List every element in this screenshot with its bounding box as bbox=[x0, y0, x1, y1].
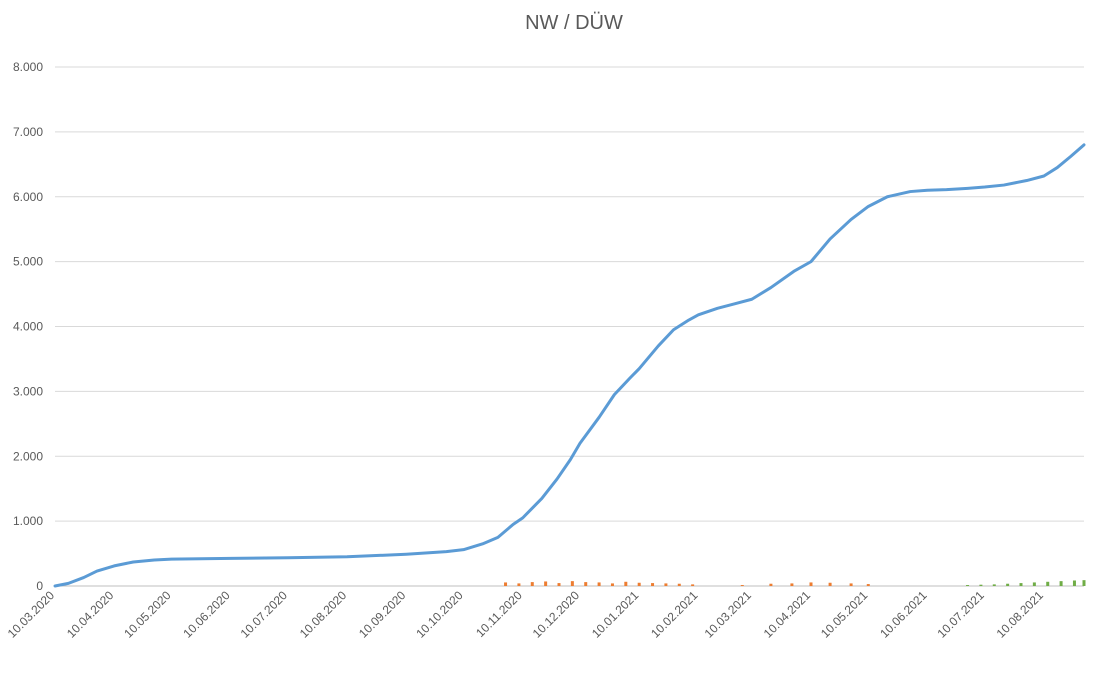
x-tick-label: 10.09.2020 bbox=[356, 588, 409, 641]
bar-mark bbox=[570, 581, 574, 586]
bar-mark bbox=[1082, 580, 1086, 586]
x-tick-label: 10.12.2020 bbox=[530, 588, 583, 641]
x-tick-label: 10.07.2020 bbox=[238, 588, 291, 641]
bar-mark bbox=[849, 583, 853, 586]
x-tick-label: 10.05.2021 bbox=[818, 588, 871, 641]
bar-mark bbox=[828, 582, 832, 586]
x-tick-label: 10.04.2020 bbox=[64, 588, 117, 641]
bar-mark bbox=[1059, 581, 1063, 586]
bar-mark bbox=[1046, 581, 1050, 586]
bar-mark bbox=[557, 583, 561, 586]
y-tick-label: 3.000 bbox=[13, 384, 43, 398]
x-tick-label: 10.08.2021 bbox=[994, 588, 1047, 641]
x-tick-label: 10.05.2020 bbox=[121, 588, 174, 641]
x-tick-label: 10.08.2020 bbox=[297, 588, 350, 641]
bar-mark bbox=[677, 583, 681, 586]
bar-mark bbox=[992, 584, 996, 586]
x-tick-label: 10.03.2020 bbox=[5, 588, 58, 641]
y-tick-label: 0 bbox=[36, 579, 43, 593]
series-line bbox=[53, 143, 1086, 588]
bar-mark bbox=[664, 583, 668, 586]
x-tick-label: 10.03.2021 bbox=[702, 588, 755, 641]
y-tick-label: 5.000 bbox=[13, 255, 43, 269]
bar-mark bbox=[1019, 583, 1023, 586]
bar-mark bbox=[691, 584, 695, 586]
x-tick-label: 10.07.2021 bbox=[934, 588, 987, 641]
bar-mark bbox=[651, 583, 655, 586]
x-tick-label: 10.01.2021 bbox=[589, 588, 642, 641]
bar-mark bbox=[624, 581, 628, 586]
bar-mark bbox=[610, 583, 614, 586]
y-tick-label: 8.000 bbox=[13, 60, 43, 74]
bar-mark bbox=[637, 582, 641, 586]
bar-mark bbox=[1006, 583, 1010, 586]
bar-mark bbox=[809, 582, 813, 586]
x-tick-label: 10.06.2020 bbox=[180, 588, 233, 641]
bar-mark bbox=[530, 582, 534, 586]
bar-mark bbox=[979, 584, 983, 586]
x-tick-label: 10.06.2021 bbox=[877, 588, 930, 641]
bar-mark bbox=[597, 582, 601, 586]
bar-mark bbox=[1072, 580, 1076, 586]
bar-mark bbox=[769, 583, 773, 586]
x-tick-label: 10.11.2020 bbox=[473, 588, 525, 640]
y-tick-label: 6.000 bbox=[13, 190, 43, 204]
y-tick-label: 7.000 bbox=[13, 125, 43, 139]
bar-mark bbox=[584, 582, 588, 586]
bar-mark bbox=[504, 582, 508, 586]
bar-mark bbox=[517, 583, 521, 586]
bar-mark bbox=[740, 585, 744, 586]
bar-mark bbox=[544, 581, 548, 586]
bar-mark bbox=[966, 585, 970, 586]
x-tick-label: 10.10.2020 bbox=[413, 588, 466, 641]
y-tick-label: 4.000 bbox=[13, 320, 43, 334]
y-tick-label: 2.000 bbox=[13, 449, 43, 463]
bar-mark bbox=[866, 584, 870, 586]
chart-title: NW / DÜW bbox=[525, 12, 623, 34]
x-tick-label: 10.04.2021 bbox=[761, 588, 814, 641]
x-tick-label: 10.02.2021 bbox=[648, 588, 701, 641]
bar-mark bbox=[790, 583, 794, 586]
y-tick-label: 1.000 bbox=[13, 514, 43, 528]
bar-mark bbox=[1032, 582, 1036, 586]
